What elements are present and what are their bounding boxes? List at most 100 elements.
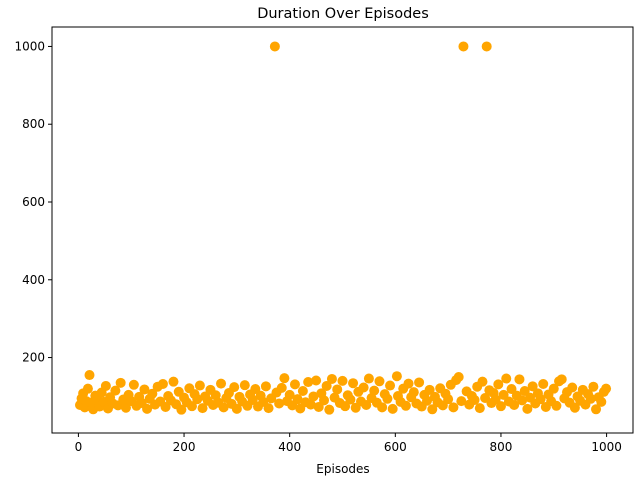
data-point bbox=[311, 375, 322, 386]
data-point bbox=[569, 402, 580, 413]
y-tick-label: 200 bbox=[22, 351, 45, 365]
data-point bbox=[345, 394, 356, 405]
data-point bbox=[363, 373, 374, 384]
data-point bbox=[453, 372, 464, 382]
data-point bbox=[517, 395, 528, 406]
data-point bbox=[522, 403, 533, 414]
data-point bbox=[596, 396, 607, 407]
data-point bbox=[337, 375, 348, 386]
data-point bbox=[269, 41, 280, 52]
data-point bbox=[481, 41, 492, 52]
data-point bbox=[326, 373, 337, 384]
data-point bbox=[493, 379, 504, 390]
data-point bbox=[422, 395, 433, 406]
data-point bbox=[567, 382, 578, 393]
data-point bbox=[176, 404, 187, 415]
data-point bbox=[469, 394, 480, 405]
data-point bbox=[408, 387, 419, 398]
data-point bbox=[229, 382, 240, 393]
data-point bbox=[588, 381, 599, 392]
data-point bbox=[263, 403, 274, 414]
data-point bbox=[501, 373, 512, 384]
data-point bbox=[509, 400, 520, 410]
x-tick-label: 800 bbox=[490, 440, 513, 454]
data-point bbox=[260, 381, 271, 392]
y-tick-label: 600 bbox=[22, 195, 45, 209]
data-point bbox=[197, 403, 208, 414]
data-point bbox=[477, 376, 488, 387]
data-point bbox=[361, 400, 372, 410]
data-point bbox=[601, 383, 612, 394]
data-point bbox=[474, 403, 485, 414]
data-point bbox=[556, 374, 567, 385]
data-point bbox=[514, 374, 525, 385]
data-point bbox=[186, 401, 197, 412]
data-point bbox=[377, 402, 388, 413]
data-point bbox=[305, 399, 316, 410]
axes-layer: 0 200 400 600 800 1000 200 400 600 800 1000 bbox=[14, 26, 634, 454]
data-point bbox=[115, 377, 126, 388]
data-point bbox=[358, 382, 369, 393]
data-point bbox=[168, 376, 179, 387]
data-point bbox=[276, 382, 287, 393]
data-point bbox=[82, 383, 93, 394]
x-axis-title: Episodes bbox=[316, 462, 369, 476]
data-point bbox=[100, 380, 111, 391]
data-point bbox=[110, 385, 121, 396]
y-tick-label: 1000 bbox=[14, 39, 45, 53]
data-point bbox=[194, 380, 205, 391]
chart-title: Duration Over Episodes bbox=[257, 6, 429, 22]
x-tick-label: 0 bbox=[75, 440, 83, 454]
data-point bbox=[303, 377, 314, 388]
data-point bbox=[274, 398, 285, 409]
data-point bbox=[387, 403, 398, 414]
data-point bbox=[551, 400, 562, 411]
data-point bbox=[391, 371, 402, 382]
data-point bbox=[443, 394, 454, 405]
data-point bbox=[192, 394, 203, 405]
data-point bbox=[128, 379, 139, 390]
data-point bbox=[448, 402, 459, 413]
data-point bbox=[385, 380, 396, 391]
data-point bbox=[591, 404, 602, 415]
data-point bbox=[382, 393, 393, 404]
x-tick-label: 200 bbox=[173, 440, 196, 454]
x-tick-label: 400 bbox=[278, 440, 301, 454]
data-point bbox=[332, 384, 343, 395]
data-point bbox=[456, 396, 467, 407]
data-point bbox=[374, 376, 385, 387]
y-tick-label: 400 bbox=[22, 273, 45, 287]
data-point bbox=[400, 400, 411, 411]
data-point bbox=[289, 379, 300, 390]
data-point bbox=[279, 373, 290, 384]
x-tick-label: 1000 bbox=[591, 440, 622, 454]
data-point bbox=[585, 393, 596, 404]
data-point bbox=[369, 385, 380, 396]
data-point bbox=[319, 395, 330, 406]
data-point bbox=[292, 394, 303, 405]
data-point bbox=[348, 378, 359, 389]
data-point bbox=[535, 394, 546, 405]
x-tick-label: 600 bbox=[384, 440, 407, 454]
data-point bbox=[231, 403, 242, 414]
data-point bbox=[297, 386, 308, 396]
data-point bbox=[458, 41, 469, 52]
data-point bbox=[403, 378, 414, 389]
data-point bbox=[495, 401, 506, 412]
data-point bbox=[424, 384, 435, 395]
data-point bbox=[216, 378, 227, 389]
data-point bbox=[218, 402, 229, 413]
data-point bbox=[147, 388, 158, 399]
data-point bbox=[538, 379, 549, 389]
data-point bbox=[324, 404, 335, 415]
data-point bbox=[308, 391, 319, 402]
data-point bbox=[427, 404, 438, 415]
data-point bbox=[139, 384, 150, 395]
data-point bbox=[527, 381, 538, 392]
data-point bbox=[157, 379, 168, 389]
plot-frame bbox=[51, 26, 634, 434]
points-layer bbox=[74, 41, 612, 415]
data-point bbox=[321, 380, 332, 391]
data-point bbox=[284, 389, 295, 400]
